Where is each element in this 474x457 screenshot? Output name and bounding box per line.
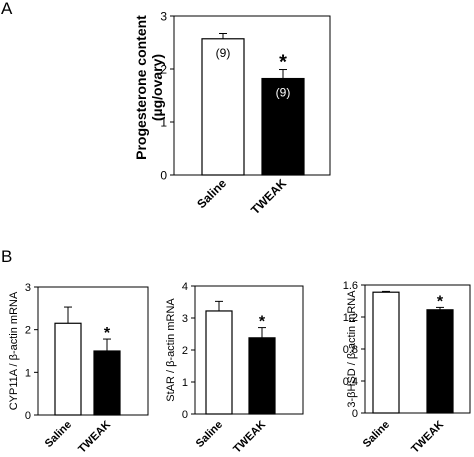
bar-tweak	[248, 337, 276, 415]
significance-marker: *	[104, 325, 111, 342]
y-tick-label: 0	[160, 168, 167, 182]
category-label: Saline	[194, 176, 229, 211]
y-tick-label: 2	[182, 345, 188, 357]
y-tick-label: 1	[182, 377, 188, 389]
y-axis-label: StAR / β-actin mRNA	[165, 298, 177, 402]
y-tick-label: 2	[160, 62, 167, 76]
category-label: TWEAK	[231, 419, 268, 456]
bar-tweak	[426, 309, 454, 414]
y-tick-label: 1	[160, 115, 167, 129]
category-label: TWEAK	[409, 419, 446, 456]
bar-label: (9)	[216, 46, 231, 60]
y-axis-unit-label: (µg/ovary)	[149, 54, 165, 121]
y-tick-label: 1	[25, 367, 31, 379]
y-tick-label: 0	[25, 410, 31, 422]
plot-frame	[173, 15, 331, 176]
bar-saline	[54, 322, 82, 416]
significance-marker: *	[259, 314, 266, 331]
y-tick-label: 3	[182, 313, 188, 325]
panel-label-a: A	[1, 0, 13, 18]
y-tick-label: 0	[352, 408, 358, 420]
y-tick-label: 0	[182, 409, 188, 421]
y-axis-label: 3-βHSD / β-actin mRNA	[346, 290, 358, 408]
y-tick-label: 3	[160, 9, 167, 23]
significance-marker: *	[279, 52, 287, 74]
significance-marker: *	[437, 293, 444, 310]
bar-saline	[372, 291, 400, 414]
plot-frame	[37, 286, 149, 416]
category-label: Saline	[43, 419, 74, 450]
y-tick-label: 3	[25, 282, 31, 294]
category-label: Saline	[361, 419, 392, 450]
bar-saline	[205, 310, 233, 415]
bar-saline	[201, 38, 245, 176]
bar-tweak	[261, 77, 305, 176]
panel-label-b: B	[1, 247, 12, 266]
category-label: TWEAK	[76, 419, 113, 456]
category-label: Saline	[194, 419, 225, 450]
y-tick-label: 4	[182, 281, 188, 293]
y-tick-label: 0.8	[343, 344, 358, 356]
y-tick-label: 1.6	[343, 280, 358, 292]
y-axis-label: CYP11A / β-actin mRNA	[8, 291, 20, 410]
bar-label: (9)	[276, 86, 291, 100]
y-tick-label: 1.2	[343, 312, 358, 324]
bar-tweak	[93, 350, 121, 416]
category-label: TWEAK	[248, 176, 289, 217]
y-tick-label: 2	[25, 325, 31, 337]
y-tick-label: 0.4	[343, 376, 358, 388]
y-axis-label: Progesterone content	[133, 15, 149, 160]
